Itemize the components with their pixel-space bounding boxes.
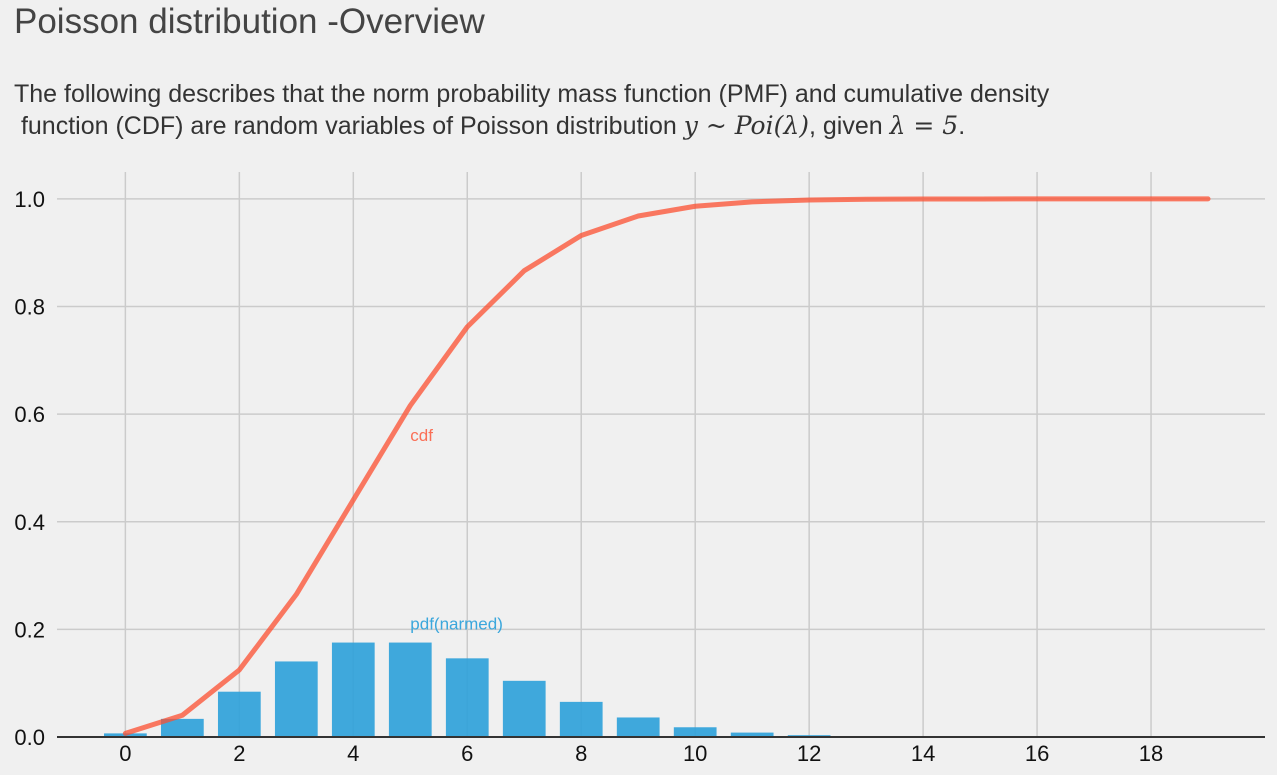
chart-title: Poisson distribution -Overview [14, 2, 485, 41]
x-tick-label: 12 [797, 741, 821, 766]
x-tick-label: 4 [347, 741, 359, 766]
cdf-annotation: cdf [410, 426, 433, 445]
subtitle-line-2-mid: , given [808, 112, 890, 140]
x-tick-label: 2 [233, 741, 245, 766]
x-tick-label: 8 [575, 741, 587, 766]
pmf-bar [673, 727, 717, 737]
math-poi: Poi [734, 111, 774, 140]
x-tick-label: 14 [911, 741, 935, 766]
y-tick-label: 0.0 [14, 725, 45, 750]
subtitle-line-2-end: . [958, 112, 966, 140]
pmf-bar [331, 642, 375, 737]
pmf-bar [274, 661, 318, 737]
x-tick-label: 10 [683, 741, 707, 766]
math-lambda: λ [783, 111, 800, 140]
pmf-bar [445, 658, 489, 737]
subtitle-line-2: function (CDF) are random variables of P… [14, 110, 1049, 142]
pmf-annotation: pdf(narmed) [410, 614, 503, 633]
chart-subtitle: The following describes that the norm pr… [14, 78, 1049, 142]
pmf-bar [217, 691, 261, 737]
pmf-bar [730, 732, 774, 737]
math-open-paren: ( [773, 111, 784, 140]
math-sim: ~ [697, 111, 735, 140]
math-y: y [683, 111, 698, 140]
pmf-bar [616, 717, 660, 737]
tick-labels: 0 2 4 6 8 10 12 14 16 18 0.0 0.2 0.4 0.6 0.8 1.0 [14, 187, 1163, 766]
pmf-bars [104, 642, 1116, 737]
pmf-bar [160, 718, 204, 737]
math-close-paren: ) [799, 111, 809, 140]
math-equals-value: = 5 [905, 111, 959, 140]
y-tick-label: 0.8 [14, 295, 45, 320]
x-tick-label: 0 [119, 741, 131, 766]
annotations: cdf pdf(narmed) [410, 426, 503, 633]
x-tick-label: 16 [1025, 741, 1049, 766]
cdf-line-group [122, 196, 1211, 736]
y-tick-label: 0.2 [14, 617, 45, 642]
x-tick-label: 18 [1139, 741, 1163, 766]
subtitle-line-2-prefix: function (CDF) are random variables of P… [14, 112, 684, 140]
y-tick-label: 1.0 [14, 187, 45, 212]
math-lambda-given: λ [889, 111, 906, 140]
cdf-line [122, 196, 1211, 736]
grid-lines [57, 172, 1265, 737]
subtitle-line-1: The following describes that the norm pr… [14, 80, 1050, 108]
y-tick-label: 0.4 [14, 510, 45, 535]
x-tick-label: 6 [461, 741, 473, 766]
pmf-bar [502, 680, 546, 737]
y-tick-label: 0.6 [14, 402, 45, 427]
pmf-bar [559, 701, 603, 737]
pmf-bar [388, 642, 432, 737]
